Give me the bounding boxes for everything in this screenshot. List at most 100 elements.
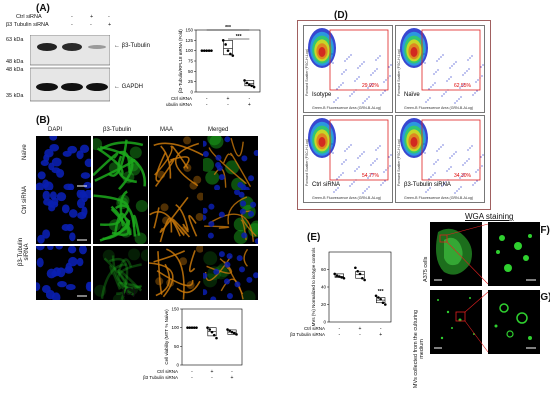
facs-plot-2: Forward Scatter (FSC-H-Log) Green-B Fluor… xyxy=(303,115,393,203)
point-1-0 xyxy=(206,326,209,329)
point-2-4 xyxy=(235,333,238,336)
condition-mark: - xyxy=(231,369,233,375)
point-2-3 xyxy=(250,84,254,88)
facs-x-axis-label: Green-B Fluorescence Area (GRN-B-ALog) xyxy=(404,106,474,110)
legend-ctrl-mark-2: + xyxy=(90,14,94,20)
facs-condition-label: Naïve xyxy=(404,92,420,98)
facs-condition-label: Ctrl siRNA xyxy=(312,182,340,188)
condition-label: Ctrl siRNA xyxy=(157,369,178,374)
condition-label: β3 Tubulin siRNA xyxy=(166,102,192,107)
panel-label-d: (D) xyxy=(334,10,348,21)
legend-ctrl-sirna: Ctrl siRNA xyxy=(16,14,42,20)
condition-mark: - xyxy=(338,332,340,338)
condition-mark: + xyxy=(248,102,251,108)
y-tick-label: 0 xyxy=(176,363,179,368)
y-tick-label: 0 xyxy=(323,320,326,325)
point-1-2 xyxy=(226,49,230,52)
panel-label-b: (B) xyxy=(36,115,50,126)
panel-label-a: (A) xyxy=(36,3,50,14)
point-0-0 xyxy=(200,49,204,52)
point-1-4 xyxy=(215,336,218,340)
y-axis-label: Cell viability (MTT % Naive) xyxy=(164,309,169,365)
condition-mark: + xyxy=(359,326,362,332)
point-2-1 xyxy=(228,329,232,332)
facs-x-axis-label: Green-B Fluorescence Area (GRN-B-ALog) xyxy=(404,196,474,200)
point-1-0 xyxy=(221,39,225,42)
point-2-1 xyxy=(377,296,380,299)
point-2-0 xyxy=(243,79,246,82)
condition-mark: + xyxy=(231,375,234,381)
y-tick-label: 40 xyxy=(321,285,327,290)
point-2-0 xyxy=(374,294,378,298)
point-1-2 xyxy=(210,330,214,334)
condition-mark: + xyxy=(379,332,382,338)
facs-plot-3: Forward Scatter (FSC-H-Log) Green-B Fluor… xyxy=(395,115,485,203)
row-b3: β3-Tubulin siRNA xyxy=(18,237,30,267)
col-merged: Merged xyxy=(208,127,229,133)
point-1-4 xyxy=(231,54,235,57)
western-blot xyxy=(30,35,110,102)
condition-mark: - xyxy=(359,332,361,338)
marker-48kda-top: 48 kDa xyxy=(6,59,24,65)
y-axis-label: β3-Tubulin/RPL18 mRNA (Fold) xyxy=(178,29,183,93)
condition-mark: - xyxy=(227,102,229,108)
col-maa: MAA xyxy=(160,127,174,133)
facs-percentage: 34.30% xyxy=(454,173,471,179)
micrograph-r0-c2 xyxy=(149,136,204,190)
condition-label: Ctrl siRNA xyxy=(304,326,325,331)
legend-b3-mark-1: - xyxy=(71,22,73,28)
micrograph-r0-c3 xyxy=(203,136,258,190)
point-1-3 xyxy=(361,276,364,280)
point-2-4 xyxy=(383,303,387,306)
legend-b3-mark-2: - xyxy=(90,22,92,28)
y-tick-label: 150 xyxy=(171,307,179,312)
micrograph-r1-c1 xyxy=(93,190,148,244)
chart-mvs: 0 20 40 60 MVs (%) Normalized to isotype con… xyxy=(290,247,392,338)
y-tick-label: 100 xyxy=(171,325,179,330)
point-1-3 xyxy=(212,333,216,337)
band-label-b3: ← β3-Tubulin xyxy=(114,43,150,49)
plot-frame xyxy=(195,29,261,93)
col-dapi: DAPI xyxy=(48,127,63,133)
condition-mark: - xyxy=(248,96,250,102)
panel-label-f: (F) xyxy=(537,225,550,236)
point-2-2 xyxy=(248,83,251,86)
y-tick-label: 125 xyxy=(185,38,193,43)
condition-mark: - xyxy=(206,102,208,108)
row-mvs-medium: MVs collected from the culturing medium xyxy=(413,309,425,389)
condition-mark: - xyxy=(211,375,213,381)
micrograph-r2-c0 xyxy=(36,246,91,300)
condition-label: β3 Tubulin siRNA xyxy=(143,375,178,380)
point-2-4 xyxy=(252,85,256,89)
y-tick-label: 60 xyxy=(321,267,327,272)
point-0-3 xyxy=(207,49,211,52)
point-0-0 xyxy=(186,326,189,329)
point-1-3 xyxy=(229,52,232,56)
point-2-3 xyxy=(232,331,236,335)
point-1-1 xyxy=(356,269,359,273)
point-0-2 xyxy=(190,326,194,329)
arrow-icon: ← xyxy=(114,84,120,90)
signif-0: *** xyxy=(225,25,231,31)
row-naive: Naïve xyxy=(22,144,28,160)
micrograph-r0-c1 xyxy=(93,136,148,190)
condition-label: Ctrl siRNA xyxy=(171,96,192,101)
y-tick-label: 25 xyxy=(188,79,194,84)
facs-percentage: 62.55% xyxy=(454,83,471,89)
row-ctrl: Ctrl siRNA xyxy=(22,186,28,214)
point-0-3 xyxy=(192,326,196,329)
wga-title: WGA staining xyxy=(465,212,514,221)
micrograph-r2-c1 xyxy=(93,246,148,300)
point-0-4 xyxy=(342,276,346,280)
facs-y-axis-label: Forward Scatter (FSC-H-Log) xyxy=(305,138,309,186)
point-0-1 xyxy=(188,326,192,329)
wga-a375 xyxy=(430,222,540,286)
point-0-0 xyxy=(333,272,337,276)
point-0-2 xyxy=(338,275,341,278)
condition-mark: + xyxy=(211,369,214,375)
band-label-gapdh: ← GAPDH xyxy=(114,84,144,90)
point-0-2 xyxy=(205,49,208,52)
condition-label: β3 Tubulin siRNA xyxy=(290,332,325,337)
plot-frame xyxy=(181,308,243,366)
